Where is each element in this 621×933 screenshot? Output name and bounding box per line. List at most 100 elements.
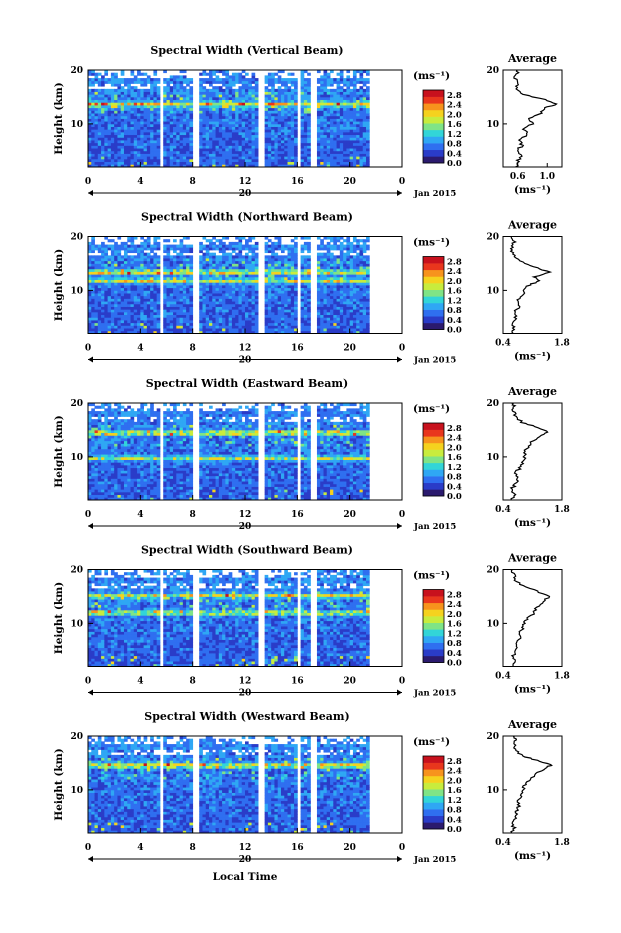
heatmap-cell <box>212 255 216 258</box>
heatmap-cell <box>124 269 128 272</box>
heatmap-cell <box>167 288 171 291</box>
heatmap-cell <box>232 304 236 307</box>
heatmap-cell <box>238 307 242 310</box>
heatmap-cell <box>114 132 118 135</box>
heatmap-cell <box>265 328 269 331</box>
heatmap-cell <box>104 127 108 130</box>
heatmap-cell <box>98 143 102 146</box>
heatmap-cell <box>206 315 210 318</box>
heatmap-cell <box>131 135 135 138</box>
heatmap-cell <box>301 124 305 127</box>
heatmap-cell <box>291 255 295 258</box>
heatmap-cell <box>363 154 367 157</box>
heatmap-cell <box>91 280 95 283</box>
heatmap-cell <box>229 140 233 143</box>
heatmap-cell <box>363 159 367 162</box>
heatmap-cell <box>91 245 95 248</box>
heatmap-cell <box>229 285 233 288</box>
heatmap-cell <box>288 78 292 81</box>
heatmap-cell <box>278 121 282 124</box>
heatmap-cell <box>242 124 246 127</box>
heatmap-cell <box>147 242 151 245</box>
heatmap-cell <box>91 105 95 108</box>
heatmap-cell <box>291 73 295 76</box>
heatmap-cell <box>124 162 128 165</box>
heatmap-cell <box>108 280 112 283</box>
heatmap-cell <box>304 119 308 122</box>
heatmap-cell <box>222 113 226 116</box>
heatmap-cell <box>144 288 148 291</box>
heatmap-cell <box>134 151 138 154</box>
heatmap-cell <box>294 250 298 253</box>
heatmap-cell <box>180 135 184 138</box>
heatmap-cell <box>144 148 148 151</box>
heatmap-cell <box>278 328 282 331</box>
heatmap-cell <box>170 261 174 264</box>
heatmap-cell <box>242 127 246 130</box>
heatmap-cell <box>111 274 115 277</box>
heatmap-cell <box>163 127 167 130</box>
heatmap-cell <box>153 105 157 108</box>
heatmap-cell <box>186 266 190 269</box>
heatmap-cell <box>167 304 171 307</box>
heatmap-cell <box>235 298 239 301</box>
heatmap-cell <box>88 301 92 304</box>
heatmap-cell <box>304 113 308 116</box>
heatmap-cell <box>95 280 99 283</box>
heatmap-cell <box>216 288 220 291</box>
heatmap-cell <box>255 116 259 119</box>
heatmap-cell <box>202 274 206 277</box>
heatmap-cell <box>98 108 102 111</box>
heatmap-cell <box>108 81 112 84</box>
heatmap-cell <box>140 298 144 301</box>
heatmap-cell <box>245 298 249 301</box>
heatmap-cell <box>108 140 112 143</box>
heatmap-cell <box>206 245 210 248</box>
heatmap-cell <box>209 258 213 261</box>
heatmap-cell <box>127 272 131 275</box>
heatmap-cell <box>288 261 292 264</box>
heatmap-cell <box>255 298 259 301</box>
heatmap-cell <box>356 143 360 146</box>
heatmap-cell <box>284 137 288 140</box>
heatmap-cell <box>150 280 154 283</box>
heatmap-cell <box>245 73 249 76</box>
heatmap-cell <box>317 151 321 154</box>
heatmap-cell <box>248 272 252 275</box>
heatmap-cell <box>242 75 246 78</box>
heatmap-cell <box>111 315 115 318</box>
heatmap-cell <box>170 94 174 97</box>
heatmap-cell <box>170 277 174 280</box>
heatmap-cell <box>327 151 331 154</box>
heatmap-cell <box>219 119 223 122</box>
heatmap-cell <box>252 274 256 277</box>
heatmap-cell <box>333 108 337 111</box>
heatmap-cell <box>307 261 311 264</box>
average-x-axis-label: (ms⁻¹) <box>514 184 551 196</box>
heatmap-cell <box>127 309 131 312</box>
heatmap-cell <box>140 148 144 151</box>
heatmap-cell <box>212 323 216 326</box>
heatmap-cell <box>101 75 105 78</box>
heatmap-cell <box>173 328 177 331</box>
heatmap-cell <box>114 100 118 103</box>
heatmap-cell <box>248 317 252 320</box>
heatmap-cell <box>163 124 167 127</box>
heatmap-cell <box>271 296 275 299</box>
heatmap-cell <box>202 317 206 320</box>
heatmap-cell <box>307 323 311 326</box>
heatmap-cell <box>268 296 272 299</box>
heatmap-cell <box>242 83 246 86</box>
heatmap-cell <box>157 261 161 264</box>
heatmap-cell <box>346 97 350 100</box>
heatmap-cell <box>330 245 334 248</box>
heatmap-cell <box>340 129 344 132</box>
heatmap-cell <box>265 89 269 92</box>
heatmap-cell <box>229 132 233 135</box>
heatmap-cell <box>232 121 236 124</box>
heatmap-cell <box>353 81 357 84</box>
heatmap-cell <box>131 309 135 312</box>
heatmap-cell <box>104 263 108 266</box>
heatmap-cell <box>216 277 220 280</box>
heatmap-cell <box>180 92 184 95</box>
